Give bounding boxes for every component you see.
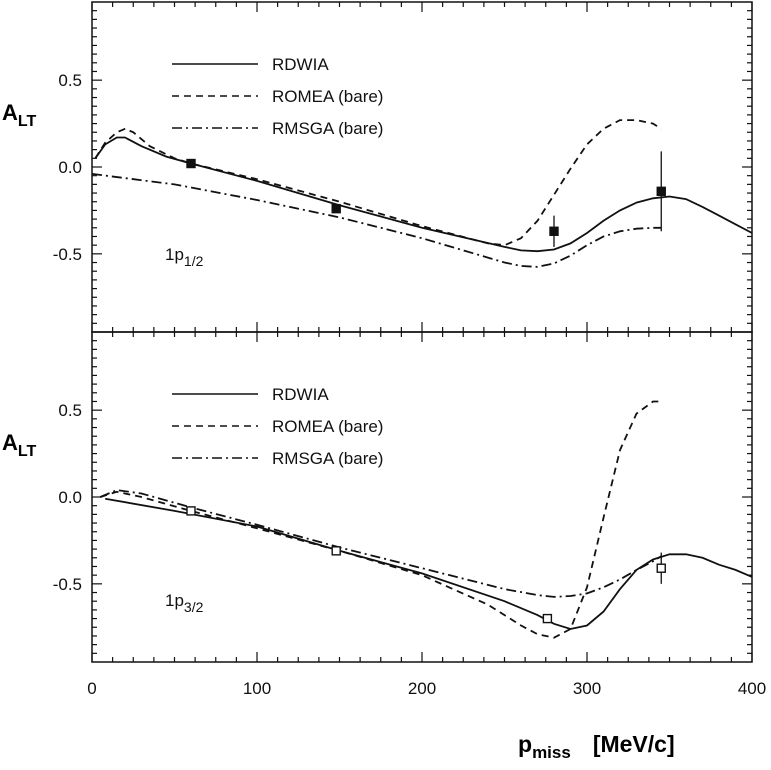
y-tick-label: 0.5 (58, 401, 82, 420)
legend-entry: ROMEA (bare) (272, 87, 383, 106)
legend-entry: RMSGA (bare) (272, 449, 383, 468)
x-tick-label: 200 (408, 679, 436, 698)
legend-entry: ROMEA (bare) (272, 417, 383, 436)
x-title-main: p (518, 731, 532, 757)
y-tick-label: -0.5 (53, 245, 82, 264)
data-point (186, 158, 196, 169)
legend-entry: RMSGA (bare) (272, 119, 383, 138)
data-point (331, 203, 341, 214)
data-point (656, 186, 666, 197)
series-romea-bare (100, 400, 662, 639)
legend-entry: RDWIA (272, 385, 329, 404)
y-title-main: A (2, 430, 18, 455)
data-point (331, 546, 341, 556)
y-tick-label: -0.5 (53, 575, 82, 594)
series-rmsga-bare (91, 173, 662, 268)
y-title-sub: LT (18, 113, 37, 130)
x-tick-label: 300 (573, 679, 601, 698)
data-point (656, 563, 666, 573)
orbital-label-main: 1p (165, 591, 184, 610)
panel-bottom: 0.5 0.0 -0.5 ALT RDWIA ROMEA (bare) RMSGA (bar… (2, 331, 753, 663)
panel-top: 0.5 0.0 -0.5 ALT RDWIA ROMEA (bare) RMSGA (bar… (2, 1, 753, 333)
data-point (549, 226, 559, 236)
x-tick-label: 400 (738, 679, 766, 698)
orbital-label: 1p3/2 (165, 591, 204, 615)
x-tick-label: 0 (87, 679, 96, 698)
y-axis-title: ALT (2, 100, 36, 130)
series-rdwia (94, 136, 753, 253)
series-rmsga-bare (99, 489, 662, 598)
x-tick-label: 100 (243, 679, 271, 698)
series-romea-bare (94, 119, 662, 247)
y-tick-label: 0.5 (58, 71, 82, 90)
y-title-main: A (2, 100, 18, 125)
data-point (542, 613, 553, 624)
x-axis-labels: 0 100 200 300 400 (87, 679, 766, 698)
y-axis-title: ALT (2, 430, 36, 460)
data-point (186, 506, 196, 516)
x-title-units: [MeV/c] (593, 731, 675, 757)
y-tick-label: 0.0 (58, 158, 82, 177)
orbital-label-main: 1p (165, 245, 184, 264)
x-title-sub: miss (532, 743, 571, 762)
orbital-label-sub: 1/2 (184, 253, 204, 269)
y-tick-label: 0.0 (58, 488, 82, 507)
orbital-label: 1p1/2 (165, 245, 204, 269)
series-rdwia (105, 497, 753, 630)
y-title-sub: LT (18, 443, 37, 460)
legend-entry: RDWIA (272, 55, 329, 74)
x-axis-title: pmiss [MeV/c] (518, 731, 675, 762)
orbital-label-sub: 3/2 (184, 599, 204, 615)
